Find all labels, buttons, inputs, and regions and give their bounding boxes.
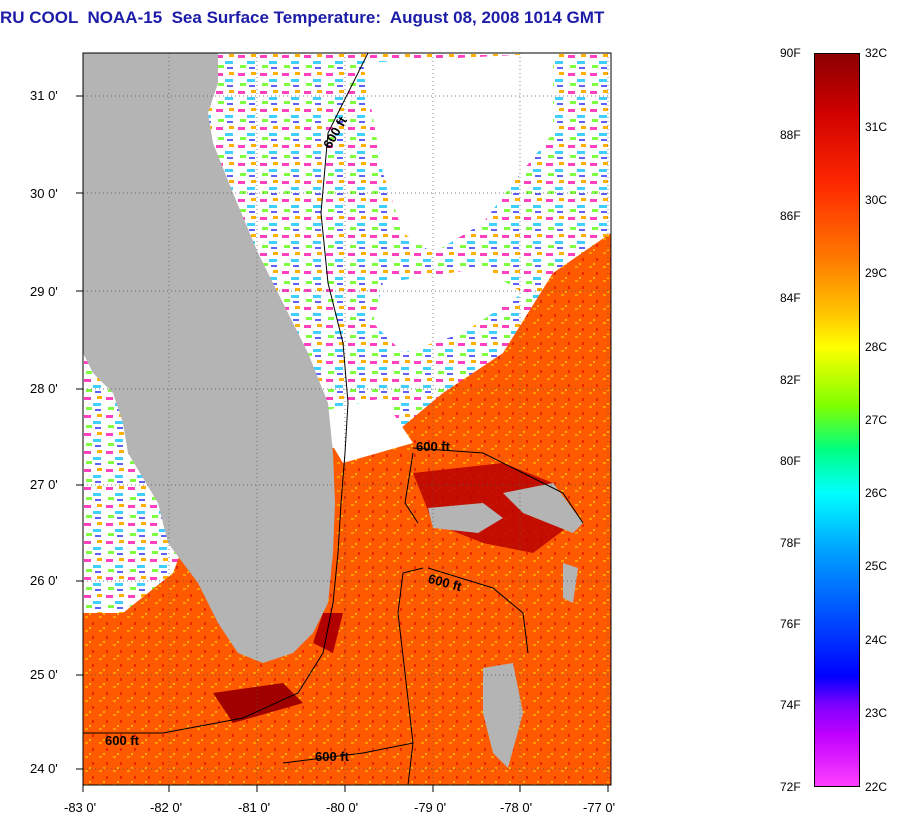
isobath-600ft [404,452,419,524]
bahamas-island [483,663,523,768]
florida-land [83,53,335,663]
colorbar-f-label: 72F [780,780,801,794]
sst-map-svg [83,53,611,785]
colorbar-c-label: 31C [865,120,888,134]
graticule [83,53,611,785]
cloud-patch [373,268,523,353]
colorbar-c-label: 22C [865,780,888,794]
colorbar-c-label: 30C [865,193,888,207]
isobath-600ft [282,742,414,764]
isobath-600ft [412,447,584,524]
contour-label: 600 ft [105,733,139,748]
isobath-600ft [397,567,424,785]
lon-tick: -78 0' [500,800,533,815]
colorbar-f-label: 80F [780,454,801,468]
colorbar-f-label: 88F [780,128,801,142]
colorbar-f-label: 84F [780,291,801,305]
colorbar-c-label: 28C [865,340,888,354]
sst-map: 600 ft 600 ft 600 ft 600 ft 600 ft [83,53,611,785]
colorbar-c-label: 27C [865,413,888,427]
lat-tick: 28 0' [30,381,58,396]
lon-tick: -80 0' [326,800,359,815]
colorbar-f-label: 82F [780,373,801,387]
lat-tick: 26 0' [30,573,58,588]
lat-tick: 27 0' [30,477,58,492]
lon-tick: -77 0' [583,800,616,815]
hot-spot [413,463,573,553]
colorbar-f-label: 78F [780,536,801,550]
colorbar-c-label: 26C [865,486,888,500]
lon-tick: -81 0' [238,800,271,815]
lon-tick: -83 0' [64,800,97,815]
color-bar [814,53,860,787]
colorbar-c-label: 24C [865,633,888,647]
colorbar-f-label: 76F [780,617,801,631]
isobath-600ft [427,567,529,654]
colorbar-c-label: 25C [865,559,888,573]
bahamas-island [563,563,578,603]
colorbar-f-label: 74F [780,698,801,712]
lat-tick: 31 0' [30,88,58,103]
cloud-patch [313,398,413,463]
hot-spot [313,613,343,653]
lat-tick: 29 0' [30,284,58,299]
contour-label: 600 ft [416,439,450,454]
colorbar-c-label: 23C [865,706,888,720]
hot-spot [213,683,303,723]
isobath-600ft [83,53,369,734]
colorbar-f-label: 86F [780,209,801,223]
lat-tick: 24 0' [30,761,58,776]
contour-label: 600 ft [315,749,349,764]
bahamas-island [503,483,583,533]
lon-tick: -79 0' [414,800,447,815]
colorbar-c-label: 29C [865,266,888,280]
page-title: RU COOL NOAA-15 Sea Surface Temperature:… [0,8,605,27]
bahamas-island [428,503,503,533]
cloud-patch [363,53,553,253]
lat-tick: 30 0' [30,186,58,201]
colorbar-f-label: 90F [780,46,801,60]
colorbar-c-label: 32C [865,46,888,60]
lon-tick: -82 0' [150,800,183,815]
lat-tick: 25 0' [30,667,58,682]
